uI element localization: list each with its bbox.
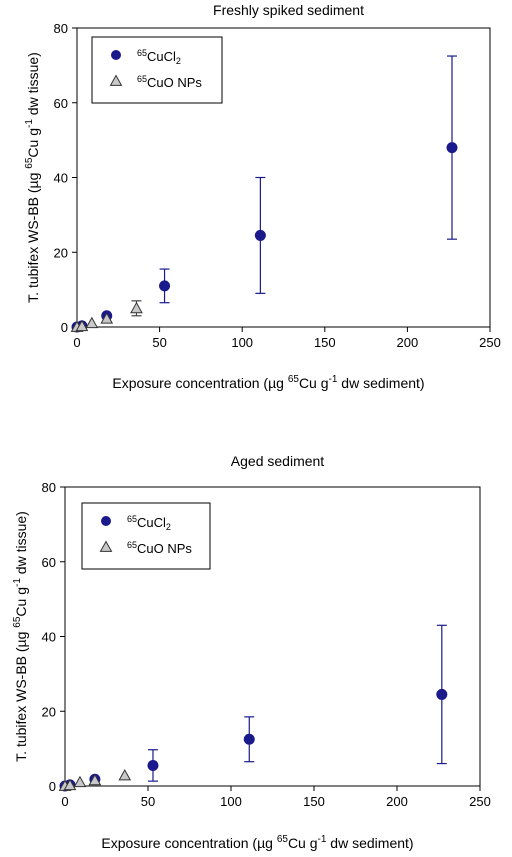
chart-panel-2: Aged sediment 0 50 100 150 200 250 0 20 40 60 80 Exp…: [12, 453, 491, 851]
data-point-triangle: [88, 773, 102, 786]
x-tick-label: 0: [61, 794, 68, 809]
data-point-triangle: [118, 769, 132, 781]
x-tick-label: 250: [479, 335, 501, 350]
data-point-circle: [243, 733, 255, 745]
x-axis-label: Exposure concentration (µg 65Cu g-1 dw s…: [112, 374, 424, 391]
legend-marker-triangle: [99, 540, 113, 552]
x-tick-label: 150: [314, 335, 336, 350]
chart-title: Aged sediment: [231, 453, 325, 469]
x-tick-label: 0: [73, 335, 80, 350]
data-point-triangle: [73, 775, 87, 788]
x-tick-label: 250: [469, 794, 491, 809]
data-point-triangle: [130, 301, 143, 314]
x-axis-label: Exposure concentration (µg 65Cu g-1 dw s…: [101, 834, 413, 851]
x-tick-label: 50: [152, 335, 166, 350]
x-tick-label: 50: [141, 794, 155, 809]
y-tick-label: 60: [54, 96, 68, 111]
x-tick-label: 150: [303, 794, 325, 809]
legend-box: [91, 36, 223, 104]
data-point-triangle: [75, 319, 89, 332]
x-tick-label: 200: [386, 794, 408, 809]
data-point-circle: [446, 142, 458, 154]
legend-label: 65CuCl2: [137, 48, 181, 66]
data-point-triangle: [85, 316, 99, 329]
data-point-circle: [159, 280, 171, 292]
data-point-triangle: [100, 312, 114, 324]
y-tick-label: 20: [54, 245, 68, 260]
y-tick-label: 80: [42, 480, 56, 495]
legend-label: 65CuO NPs: [137, 74, 202, 90]
y-tick-label: 40: [54, 171, 68, 186]
x-tick-label: 100: [231, 335, 253, 350]
legend-marker-triangle: [109, 74, 123, 86]
x-tick-label: 100: [220, 794, 242, 809]
y-tick-label: 0: [49, 779, 56, 794]
legend-marker-circle: [111, 50, 121, 60]
data-point-triangle: [63, 778, 77, 791]
y-tick-label: 0: [61, 320, 68, 335]
y-axis-label: T. tubifex WS-BB (µg 65Cu g-1 dw tissue): [24, 52, 41, 303]
y-tick-label: 20: [42, 704, 56, 719]
chart-title: Freshly spiked sediment: [213, 2, 364, 18]
y-axis-label: T. tubifex WS-BB (µg 65Cu g-1 dw tissue): [12, 511, 29, 762]
x-tick-label: 200: [397, 335, 419, 350]
legend-box: [81, 502, 211, 570]
y-tick-label: 80: [54, 21, 68, 36]
y-tick-label: 40: [42, 630, 56, 645]
chart-panel-1: Freshly spiked sediment 0 50 100 150 200 250 0 2…: [24, 2, 501, 391]
y-tick-label: 60: [42, 555, 56, 570]
data-point-circle: [254, 229, 266, 241]
data-point-circle: [147, 759, 159, 771]
legend-marker-circle: [101, 516, 111, 526]
legend-label: 65CuO NPs: [127, 540, 192, 556]
data-point-circle: [436, 688, 448, 700]
legend-label: 65CuCl2: [127, 514, 171, 532]
